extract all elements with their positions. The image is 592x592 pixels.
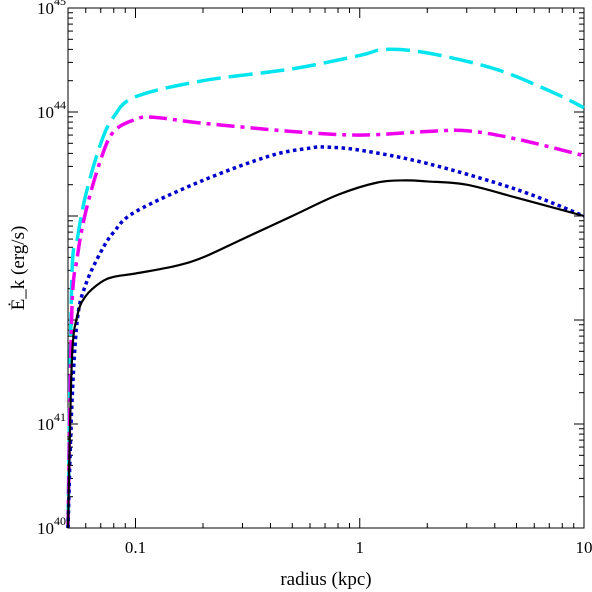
x-tick-label: 10 [576,538,592,557]
y-tick-base: 10 [37,0,54,18]
series-layer [66,47,585,529]
y-tick-exponent: 40 [54,514,66,528]
x-axis-title: radius (kpc) [280,569,371,590]
x-tick-labels: 0.1 1 10 [125,538,592,557]
y-axis-title: Ė_k (erg/s) [8,226,29,311]
y-tick-label: 1041 [37,410,66,434]
series-line-dash-dot [66,115,585,529]
y-tick-label: 1044 [37,98,66,122]
plot-frame [67,7,585,529]
x-tick-label: 1 [356,538,365,557]
series-line-long-dash [66,47,585,529]
y-tick-exponent: 41 [54,410,66,424]
x-tick-label: 0.1 [125,538,146,557]
y-tick-label: 1040 [37,514,66,538]
y-tick-exponent: 44 [54,98,66,112]
y-tick-exponent: 45 [54,0,66,8]
y-tick-base: 10 [37,415,54,434]
y-tick-base: 10 [37,519,54,538]
series-line-solid [66,179,585,529]
axis-ticks [67,7,585,529]
y-tick-base: 10 [37,103,54,122]
series-line-dotted [66,145,585,529]
y-tick-label: 1045 [37,0,66,18]
